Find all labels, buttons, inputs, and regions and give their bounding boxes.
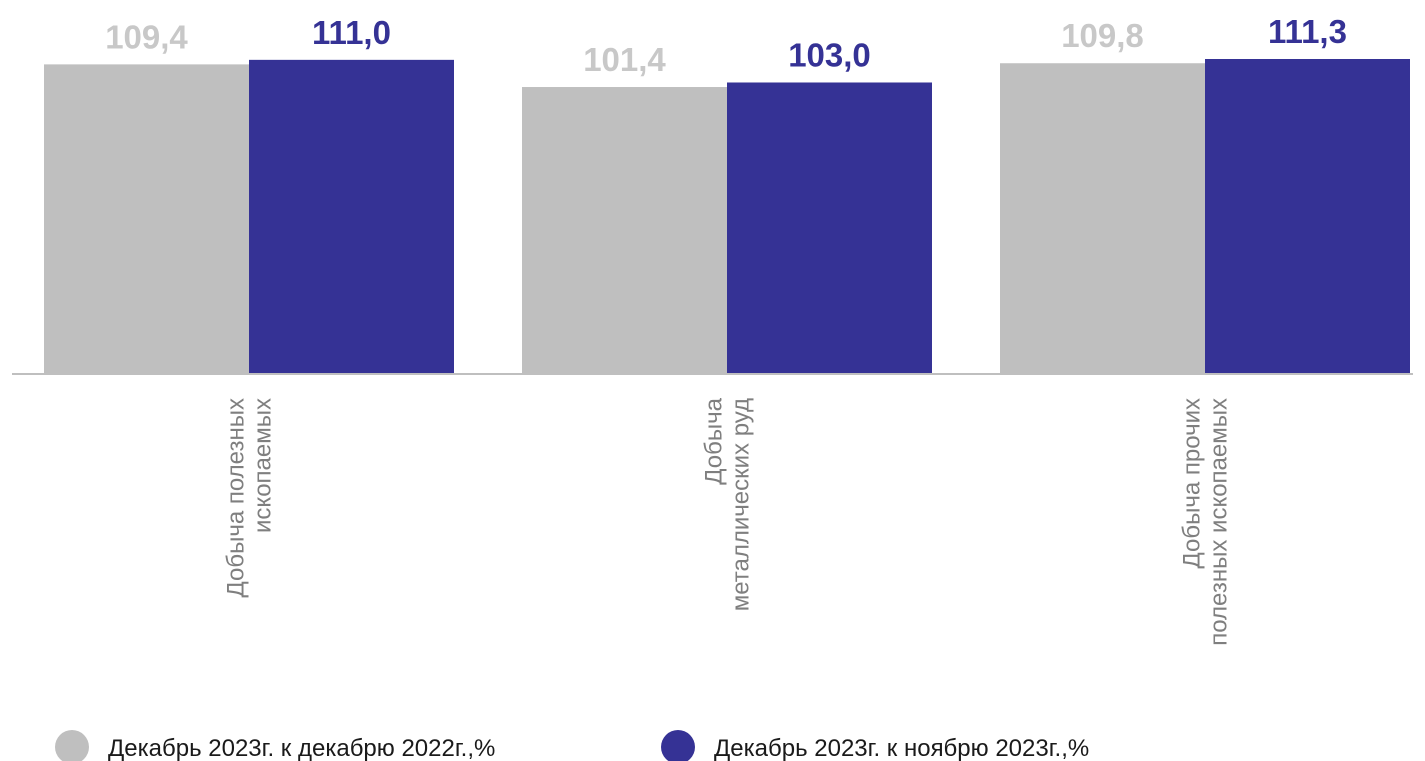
category-label-line: ископаемых xyxy=(250,398,277,533)
bar-nov-2023-1 xyxy=(727,82,932,374)
legend-marker-1 xyxy=(661,730,695,761)
category-label-1: Добыча металлических руд xyxy=(701,397,755,611)
category-label-0: Добыча полезных ископаемых xyxy=(223,398,277,598)
data-label: 111,3 xyxy=(1268,13,1347,50)
data-label: 109,8 xyxy=(1061,17,1144,54)
category-label-line: металлических руд xyxy=(728,398,755,611)
bar-dec-2022-0 xyxy=(44,64,249,375)
bar-dec-2022-1 xyxy=(522,87,727,375)
legend-label-0: Декабрь 2023г. к декабрю 2022г.,% xyxy=(108,735,495,761)
legend-marker-0 xyxy=(55,730,89,761)
category-label-line: Добыча прочих xyxy=(1179,398,1206,568)
data-label: 109,4 xyxy=(105,18,188,55)
bars-group: 109,4 111,0 101,4 103,0 109,8 111,3 xyxy=(44,13,1410,375)
category-label-line: Добыча xyxy=(701,397,728,484)
bar-dec-2022-2 xyxy=(1000,63,1205,375)
category-label-line: Добыча полезных xyxy=(223,398,250,598)
category-labels-group: Добыча полезных ископаемых Добыча металличе… xyxy=(223,397,1233,645)
data-label: 111,0 xyxy=(312,14,391,51)
legend: Декабрь 2023г. к декабрю 2022г.,% Декабрь… xyxy=(55,730,1089,761)
data-label: 103,0 xyxy=(788,36,871,73)
data-label: 101,4 xyxy=(583,41,666,78)
category-label-line: полезных ископаемых xyxy=(1206,398,1233,646)
category-label-2: Добыча прочих полезных ископаемых xyxy=(1179,398,1233,646)
bar-nov-2023-2 xyxy=(1205,59,1410,374)
legend-label-1: Декабрь 2023г. к ноябрю 2023г.,% xyxy=(714,735,1089,761)
bar-nov-2023-0 xyxy=(249,59,454,374)
